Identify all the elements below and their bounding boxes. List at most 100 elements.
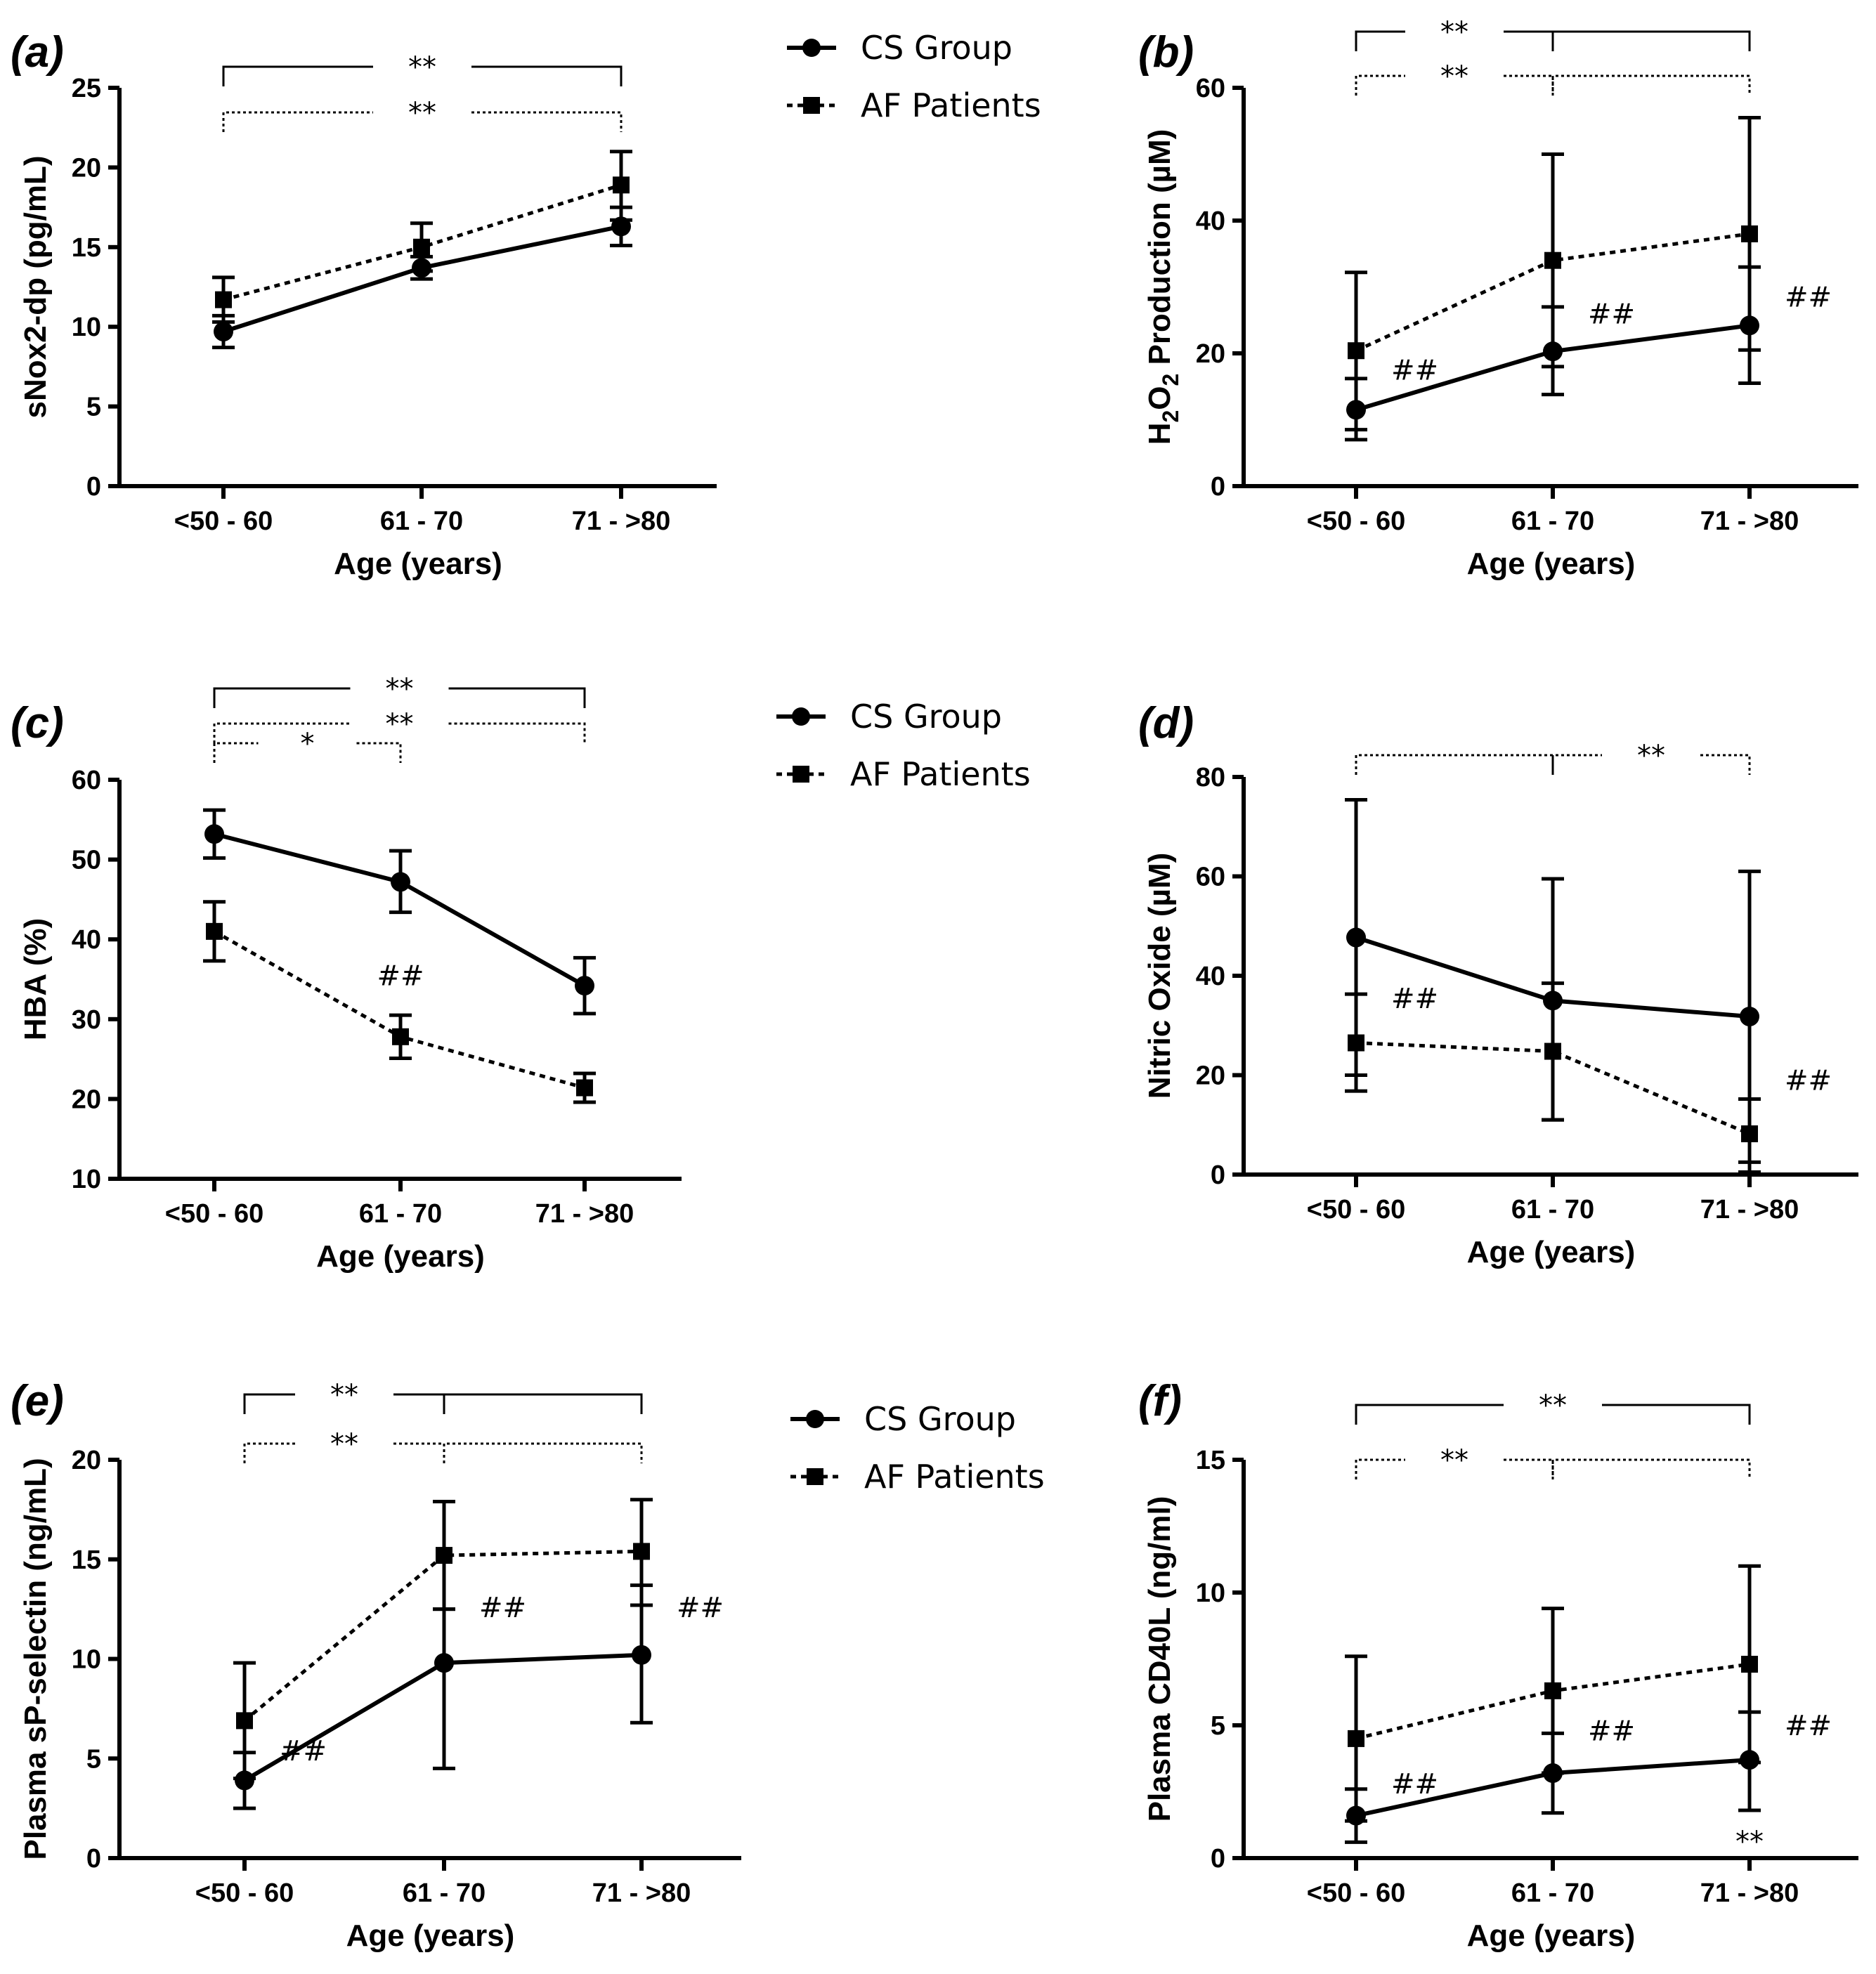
significance-bracket	[1551, 74, 1751, 96]
legend-marker-square	[793, 766, 809, 783]
panel-label: (a)	[11, 28, 64, 77]
significance-label: **	[1440, 60, 1468, 93]
y-tick-label: 80	[1196, 763, 1225, 792]
y-tick-label: 30	[72, 1005, 101, 1035]
y-axis-title: Plasma sP-selectin (ng/mL)	[18, 1458, 53, 1859]
x-axis-title: Age (years)	[1467, 1235, 1636, 1269]
y-tick-label: 15	[1196, 1446, 1225, 1475]
y-axis-title: HBA (%)	[18, 918, 53, 1040]
significance-label: **	[1440, 16, 1468, 48]
significance-bracket	[1551, 30, 1751, 51]
data-point-square	[1544, 1042, 1561, 1060]
y-tick-label: 60	[1196, 863, 1225, 892]
data-point-square	[1741, 1125, 1758, 1142]
significance-label: **	[330, 1379, 358, 1411]
annotation-label: **	[1735, 1826, 1764, 1858]
legend-label: CS Group	[864, 1400, 1016, 1438]
y-tick-label: 50	[72, 846, 101, 875]
y-axis-title-subscript: 2	[1158, 374, 1183, 386]
significance-label: **	[408, 97, 436, 129]
panel-e: (e) 0 5 10 15 20 <50 - 60 61 - 70 71 - >80 Age (y…	[11, 1377, 741, 1953]
significance-bracket	[1355, 1404, 1751, 1425]
y-tick-label: 0	[86, 472, 101, 502]
legend-marker-square	[807, 1468, 823, 1485]
y-tick-label: 5	[86, 1744, 101, 1774]
annotation-label: ##	[1391, 355, 1438, 387]
legend-marker-circle	[792, 707, 810, 726]
data-point-circle	[575, 976, 594, 996]
x-tick-label: 71 - >80	[1700, 1878, 1799, 1908]
x-axis-title: Age (years)	[346, 1919, 515, 1953]
series-af-patients	[233, 1498, 653, 1781]
significance-label: **	[1539, 1390, 1567, 1422]
series-af-patients	[1345, 981, 1761, 1174]
y-tick-label: 5	[86, 393, 101, 422]
annotation-label: ##	[479, 1592, 526, 1624]
significance-bracket	[222, 65, 623, 86]
annotation-label: ##	[1785, 1710, 1832, 1742]
y-tick-label: 20	[1196, 339, 1225, 369]
data-point-square	[613, 176, 630, 194]
panel-f: (f) 0 5 10 15 <50 - 60 61 - 70 71 - >80 Age (yea…	[1138, 1377, 1858, 1953]
x-tick-label: <50 - 60	[1307, 506, 1406, 536]
data-point-circle	[1740, 1007, 1759, 1027]
data-point-square	[413, 238, 430, 256]
data-point-square	[1348, 342, 1364, 360]
data-point-square	[392, 1028, 409, 1045]
data-point-square	[1348, 1730, 1364, 1747]
y-tick-label: 40	[1196, 207, 1225, 236]
significance-bracket	[443, 1393, 643, 1414]
x-axis-title: Age (years)	[316, 1239, 485, 1274]
series-line	[243, 1549, 642, 1723]
data-point-square	[236, 1712, 253, 1730]
x-tick-label: 61 - 70	[359, 1199, 442, 1229]
significance-label: **	[386, 708, 414, 740]
y-axis-title: H2O2 Production (µM)	[1142, 129, 1183, 445]
x-tick-label: 71 - >80	[1700, 1195, 1799, 1224]
panel-b: (b) 0 20 40 60 <50 - 60 61 - 70 71 - >80 Age (ye…	[1138, 16, 1858, 581]
significance-bracket	[443, 1442, 643, 1463]
data-point-square	[1348, 1034, 1364, 1052]
x-tick-label: 71 - >80	[592, 1878, 691, 1908]
data-point-square	[206, 922, 223, 940]
series-af-patients	[1345, 116, 1761, 432]
series-af-patients	[203, 900, 596, 1104]
x-tick-label: <50 - 60	[195, 1878, 294, 1908]
x-tick-label: 61 - 70	[380, 506, 463, 536]
series-cs-group	[203, 808, 596, 1016]
y-tick-label: 20	[1196, 1061, 1225, 1091]
y-tick-label: 0	[1211, 472, 1225, 502]
significance-label: **	[1637, 740, 1665, 772]
annotation-label: ##	[377, 960, 424, 992]
legend-label: AF Patients	[850, 755, 1031, 793]
panel-c: (c) 10 20 30 40 50 60 <50 - 60 61 - 70 71 - >80 Ag…	[11, 673, 682, 1274]
series-af-patients	[1345, 1564, 1761, 1823]
x-axis-title: Age (years)	[334, 547, 502, 581]
legend-marker-circle	[802, 39, 821, 57]
data-point-circle	[391, 872, 410, 892]
x-tick-label: <50 - 60	[1307, 1878, 1406, 1908]
y-axis-title-subscript: 2	[1158, 410, 1183, 423]
y-tick-label: 0	[1211, 1844, 1225, 1874]
y-tick-label: 40	[1196, 962, 1225, 991]
data-point-square	[215, 291, 232, 308]
x-tick-label: 61 - 70	[1511, 1195, 1594, 1224]
data-point-circle	[235, 1770, 254, 1791]
panel-label: (b)	[1138, 28, 1194, 77]
data-point-circle	[632, 1645, 651, 1665]
legend-3: CS Group AF Patients	[790, 1400, 1045, 1496]
y-tick-label: 5	[1211, 1711, 1225, 1741]
y-tick-label: 15	[72, 1545, 101, 1575]
panel-label: (c)	[11, 699, 64, 747]
x-axis-title: Age (years)	[1467, 547, 1636, 581]
significance-bracket	[1355, 754, 1554, 775]
annotation-label: ##	[1391, 1768, 1438, 1800]
legend-marker-circle	[806, 1410, 824, 1428]
significance-bracket	[213, 722, 586, 743]
legend-2: CS Group AF Patients	[776, 698, 1031, 793]
data-point-circle	[204, 824, 224, 844]
x-tick-label: <50 - 60	[174, 506, 273, 536]
